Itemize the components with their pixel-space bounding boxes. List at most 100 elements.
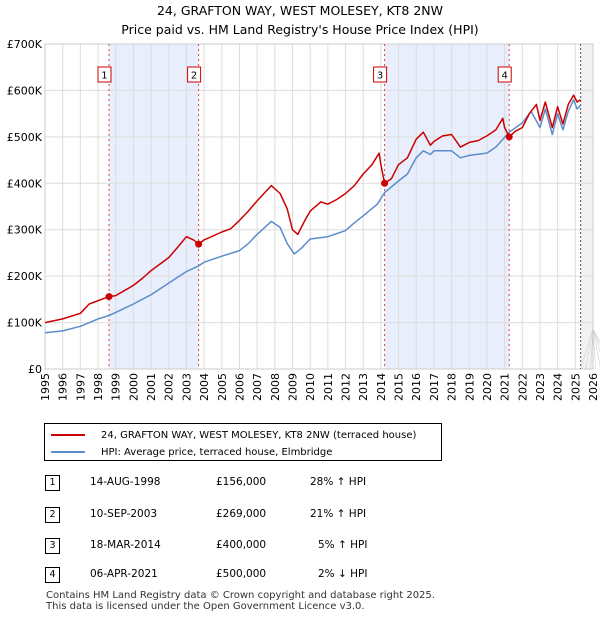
plot-border <box>44 43 594 370</box>
sale-label-box <box>187 66 202 83</box>
x-tick-label: 1995 <box>39 373 52 401</box>
forecast-hatch <box>592 328 600 368</box>
transaction-row: 4 06-APR-2021 £500,000 2% ↓ HPI <box>0 566 600 586</box>
y-tick-label: £100K <box>7 317 43 330</box>
y-tick-label: £700K <box>7 38 43 51</box>
x-tick-label: 1998 <box>92 373 105 401</box>
forecast-hatch <box>585 328 594 370</box>
x-tick-label: 2009 <box>286 373 299 401</box>
transaction-date: 10-SEP-2003 <box>90 508 158 520</box>
y-tick-label: £400K <box>7 177 43 190</box>
series-lines <box>44 94 582 334</box>
x-tick-label: 2019 <box>463 373 476 401</box>
sale-period-region <box>384 44 510 369</box>
sale-point <box>105 293 113 301</box>
transaction-hpi: 28% ↑ HPI <box>310 476 367 488</box>
transaction-date: 18-MAR-2014 <box>90 539 161 551</box>
legend-label-property: 24, GRAFTON WAY, WEST MOLESEY, KT8 2NW (… <box>101 429 417 441</box>
transaction-hpi: 5% ↑ HPI <box>318 539 368 551</box>
forecast-hatch <box>592 328 600 353</box>
x-tick-label: 2008 <box>269 373 282 401</box>
x-tick-label: 2018 <box>446 373 459 401</box>
forecast-region <box>580 44 593 369</box>
price-chart: 24, GRAFTON WAY, WEST MOLESEY, KT8 2NW P… <box>7 3 600 401</box>
grid <box>44 43 594 370</box>
transaction-price: £400,000 <box>216 539 267 551</box>
x-tick-label: 2006 <box>233 373 246 401</box>
x-tick-label: 2000 <box>127 373 140 401</box>
chart-subtitle: Price paid vs. HM Land Registry's House … <box>121 22 478 37</box>
forecast-hatch <box>592 328 600 342</box>
sale-label-box <box>97 66 112 83</box>
x-tick-label: 2022 <box>516 373 529 401</box>
x-tick-label: 2017 <box>428 373 441 401</box>
sale-point <box>195 240 203 248</box>
x-tick-label: 2021 <box>499 373 512 401</box>
transaction-hpi: 21% ↑ HPI <box>310 508 367 520</box>
forecast-hatch <box>592 328 600 346</box>
sale-point <box>381 179 389 187</box>
footer-licence: This data is licensed under the Open Gov… <box>46 601 365 612</box>
y-tick-label: £0 <box>28 363 42 376</box>
x-tick-label: 2011 <box>322 373 335 401</box>
x-tick-label: 2012 <box>340 373 353 401</box>
x-tick-label: 2001 <box>145 373 158 401</box>
x-axis: 1995 1996 1997 1998 1999 2000 2001 2002 2003 2004… <box>39 373 600 401</box>
transaction-date: 14-AUG-1998 <box>90 476 161 488</box>
transaction-row: 3 18-MAR-2014 £400,000 5% ↑ HPI <box>0 537 600 557</box>
chart-title: 24, GRAFTON WAY, WEST MOLESEY, KT8 2NW <box>157 3 443 18</box>
series-line-hpi <box>44 98 582 334</box>
transaction-number: 2 <box>45 507 60 523</box>
legend-label-hpi: HPI: Average price, terraced house, Elmb… <box>101 446 333 458</box>
y-tick-label: £500K <box>7 131 43 144</box>
footer-copyright: Contains HM Land Registry data © Crown c… <box>46 590 435 601</box>
x-tick-label: 1996 <box>57 373 70 401</box>
x-tick-label: 2023 <box>534 373 547 401</box>
y-tick-label: £200K <box>7 270 43 283</box>
sale-label: 1 <box>101 71 107 82</box>
x-tick-label: 2002 <box>163 373 176 401</box>
x-tick-label: 2015 <box>393 373 406 401</box>
x-tick-label: 2005 <box>216 373 229 401</box>
x-tick-label: 2010 <box>304 373 317 401</box>
sale-label: 4 <box>502 71 508 82</box>
x-tick-label: 1997 <box>74 373 87 401</box>
legend-item-property: 24, GRAFTON WAY, WEST MOLESEY, KT8 2NW (… <box>51 428 416 442</box>
x-tick-label: 2026 <box>587 373 600 401</box>
footer: Contains HM Land Registry data © Crown c… <box>46 590 435 612</box>
legend-swatch-property <box>51 434 85 436</box>
series-line-property <box>44 94 582 324</box>
transaction-row: 2 10-SEP-2003 £269,000 21% ↑ HPI <box>0 506 600 526</box>
sale-label-box <box>497 66 512 83</box>
y-tick-label: £300K <box>7 224 43 237</box>
sale-point <box>505 133 513 141</box>
x-tick-label: 2007 <box>251 373 264 401</box>
transaction-number: 3 <box>45 538 60 554</box>
x-tick-label: 2025 <box>569 373 582 401</box>
transaction-price: £500,000 <box>216 568 267 580</box>
sale-period-shading <box>45 44 600 370</box>
legend-swatch-hpi <box>51 451 85 453</box>
x-tick-label: 2014 <box>375 373 388 401</box>
transaction-date: 06-APR-2021 <box>90 568 158 580</box>
transaction-number: 4 <box>45 567 60 583</box>
transaction-price: £156,000 <box>216 476 267 488</box>
x-tick-label: 2003 <box>180 373 193 401</box>
forecast-hatch <box>580 328 594 370</box>
x-tick-label: 2020 <box>481 373 494 401</box>
sale-label-box <box>373 66 388 83</box>
x-tick-label: 2016 <box>410 373 423 401</box>
transaction-price: £269,000 <box>216 508 267 520</box>
sale-labels: 1 2 3 4 <box>97 66 512 83</box>
y-axis: £0 £100K £200K £300K £400K £500K £600K £700K <box>7 38 43 376</box>
x-tick-label: 2024 <box>552 373 565 401</box>
sale-label: 3 <box>377 71 383 82</box>
x-tick-label: 2013 <box>357 373 370 401</box>
transaction-row: 1 14-AUG-1998 £156,000 28% ↑ HPI <box>0 474 600 494</box>
y-tick-label: £600K <box>7 84 43 97</box>
sale-period-region <box>108 44 199 369</box>
sale-label: 2 <box>191 71 197 82</box>
transaction-number: 1 <box>45 475 60 491</box>
x-tick-label: 2004 <box>198 373 211 401</box>
x-tick-label: 1999 <box>110 373 123 401</box>
